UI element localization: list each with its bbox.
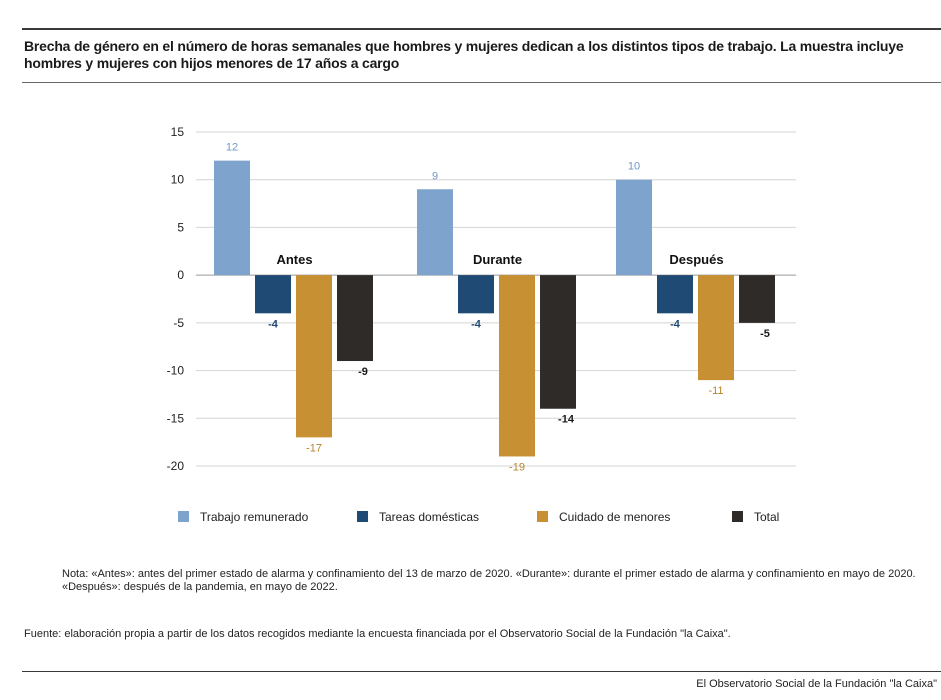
bar-chart: 15 10 5 0 -5 -10 -15 -20 12 -4 -17 -9 Antes 9 -4 -19 -14… — [167, 125, 796, 524]
legend-swatch — [732, 511, 743, 522]
legend-label: Cuidado de menores — [559, 510, 670, 524]
legend-swatch — [178, 511, 189, 522]
data-label: -5 — [760, 328, 770, 340]
category-label: Durante — [473, 252, 522, 267]
data-label: 12 — [226, 142, 238, 154]
title-rule — [22, 82, 941, 83]
legend-swatch — [537, 511, 548, 522]
data-label: -19 — [509, 461, 525, 473]
data-label: -4 — [471, 318, 482, 330]
y-tick-label: 0 — [177, 268, 184, 282]
data-label: 9 — [432, 170, 438, 182]
y-tick-label: 10 — [171, 173, 185, 187]
top-rule — [22, 28, 941, 30]
data-label: -4 — [268, 318, 279, 330]
bar — [698, 275, 734, 381]
bar — [458, 275, 494, 314]
data-label: -14 — [558, 414, 575, 426]
bottom-rule — [22, 671, 941, 672]
chart-source: Fuente: elaboración propia a partir de l… — [24, 628, 731, 640]
bar — [214, 160, 250, 276]
bar — [417, 189, 453, 276]
chart-note: Nota: «Antes»: antes del primer estado d… — [62, 568, 916, 593]
y-tick-label: 5 — [177, 220, 184, 234]
category-label: Antes — [276, 252, 312, 267]
bar — [255, 275, 291, 314]
bar — [616, 179, 652, 276]
legend-swatch — [357, 511, 368, 522]
data-label: -17 — [306, 442, 322, 454]
bar — [337, 275, 373, 362]
y-tick-label: -15 — [167, 411, 185, 425]
legend-label: Tareas domésticas — [379, 510, 479, 524]
y-tick-label: -20 — [167, 459, 185, 473]
bar — [540, 275, 576, 409]
legend-label: Total — [754, 510, 779, 524]
bar — [657, 275, 693, 314]
data-label: -11 — [708, 385, 723, 397]
category-label: Después — [669, 252, 723, 267]
bar — [499, 275, 535, 457]
bar — [296, 275, 332, 438]
y-tick-label: 15 — [171, 125, 185, 139]
y-tick-label: -10 — [167, 364, 185, 378]
data-label: -9 — [358, 366, 368, 378]
footer-credit: El Observatorio Social de la Fundación "… — [696, 678, 937, 690]
bar — [739, 275, 775, 323]
legend-label: Trabajo remunerado — [200, 510, 309, 524]
y-tick-label: -5 — [173, 316, 184, 330]
data-label: 10 — [628, 161, 640, 173]
chart-title: Brecha de género en el número de horas s… — [24, 38, 904, 71]
data-label: -4 — [670, 318, 681, 330]
